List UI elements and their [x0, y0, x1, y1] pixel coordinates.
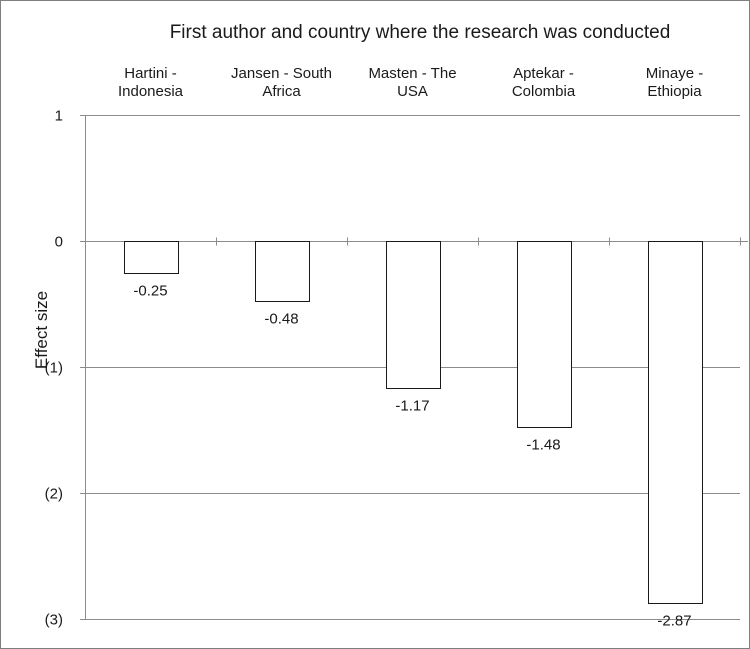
category-label-line: Jansen - South	[231, 65, 332, 82]
category-label: Masten - The USA	[368, 65, 456, 100]
labels: 1 0 (1) (2) (3) -0.25 Hartini -Indonesia -0.48 J…	[45, 65, 704, 630]
category-label-line: Masten - The	[368, 65, 456, 82]
data-label: -0.48	[264, 311, 298, 328]
category-label: Jansen - South Africa	[231, 65, 332, 100]
y-tick-label: (2)	[45, 486, 63, 503]
bar	[386, 241, 441, 389]
category-label-line: Indonesia	[118, 83, 184, 100]
data-label: -2.87	[657, 613, 691, 630]
category-label-line: Aptekar -	[513, 65, 574, 82]
y-tick-label: 0	[55, 234, 63, 251]
category-label-line: USA	[397, 83, 428, 100]
category-label-line: Hartini -	[124, 65, 177, 82]
data-label: -1.17	[395, 398, 429, 415]
data-label: -0.25	[133, 283, 167, 300]
y-tick-label: (1)	[45, 360, 63, 377]
y-tick-label: 1	[55, 108, 63, 125]
category-label: Aptekar -Colombia	[512, 65, 576, 100]
bar	[124, 241, 179, 274]
category-label-line: Colombia	[512, 83, 576, 100]
data-label: -1.48	[526, 437, 560, 454]
bar	[517, 241, 572, 428]
category-label-line: Minaye -	[646, 65, 704, 82]
chart-title: First author and country where the resea…	[170, 22, 671, 43]
y-tick-label: (3)	[45, 612, 63, 629]
category-label-line: Africa	[262, 83, 301, 100]
y-axis-label: Effect size	[32, 291, 51, 369]
gridlines	[85, 115, 740, 620]
category-label-line: Ethiopia	[647, 83, 702, 100]
bars	[124, 241, 703, 604]
category-label: Hartini -Indonesia	[118, 65, 184, 100]
bar	[255, 241, 310, 302]
bar	[648, 241, 703, 604]
category-label: Minaye -Ethiopia	[646, 65, 704, 100]
